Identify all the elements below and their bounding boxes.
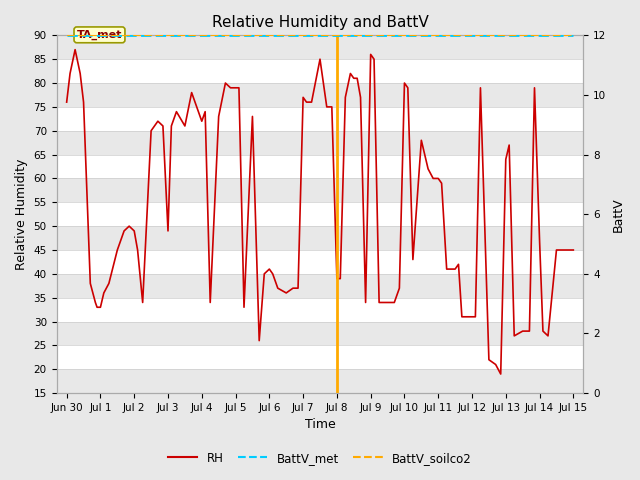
Bar <box>56 36 584 59</box>
Title: Relative Humidity and BattV: Relative Humidity and BattV <box>212 15 428 30</box>
Bar <box>56 179 584 202</box>
Bar <box>56 298 584 322</box>
Bar <box>56 107 584 131</box>
Bar <box>56 202 584 226</box>
Bar <box>56 83 584 107</box>
Y-axis label: BattV: BattV <box>612 197 625 231</box>
Bar <box>56 226 584 250</box>
Bar <box>56 59 584 83</box>
Bar <box>56 322 584 346</box>
Bar <box>56 250 584 274</box>
Y-axis label: Relative Humidity: Relative Humidity <box>15 158 28 270</box>
X-axis label: Time: Time <box>305 419 335 432</box>
Text: TA_met: TA_met <box>77 30 122 40</box>
Bar <box>56 274 584 298</box>
Bar <box>56 369 584 393</box>
Bar <box>56 155 584 179</box>
Bar <box>56 346 584 369</box>
Bar <box>56 131 584 155</box>
Legend: RH, BattV_met, BattV_soilco2: RH, BattV_met, BattV_soilco2 <box>163 447 477 469</box>
